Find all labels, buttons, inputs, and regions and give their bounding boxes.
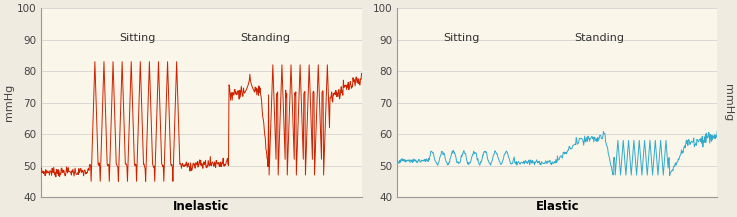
Text: Sitting: Sitting bbox=[119, 33, 156, 43]
Text: Standing: Standing bbox=[574, 33, 624, 43]
Y-axis label: mmHg: mmHg bbox=[723, 84, 733, 121]
Y-axis label: mmHg: mmHg bbox=[4, 84, 14, 121]
Text: Sitting: Sitting bbox=[443, 33, 479, 43]
X-axis label: Inelastic: Inelastic bbox=[173, 200, 230, 213]
Text: Standing: Standing bbox=[240, 33, 290, 43]
X-axis label: Elastic: Elastic bbox=[535, 200, 579, 213]
